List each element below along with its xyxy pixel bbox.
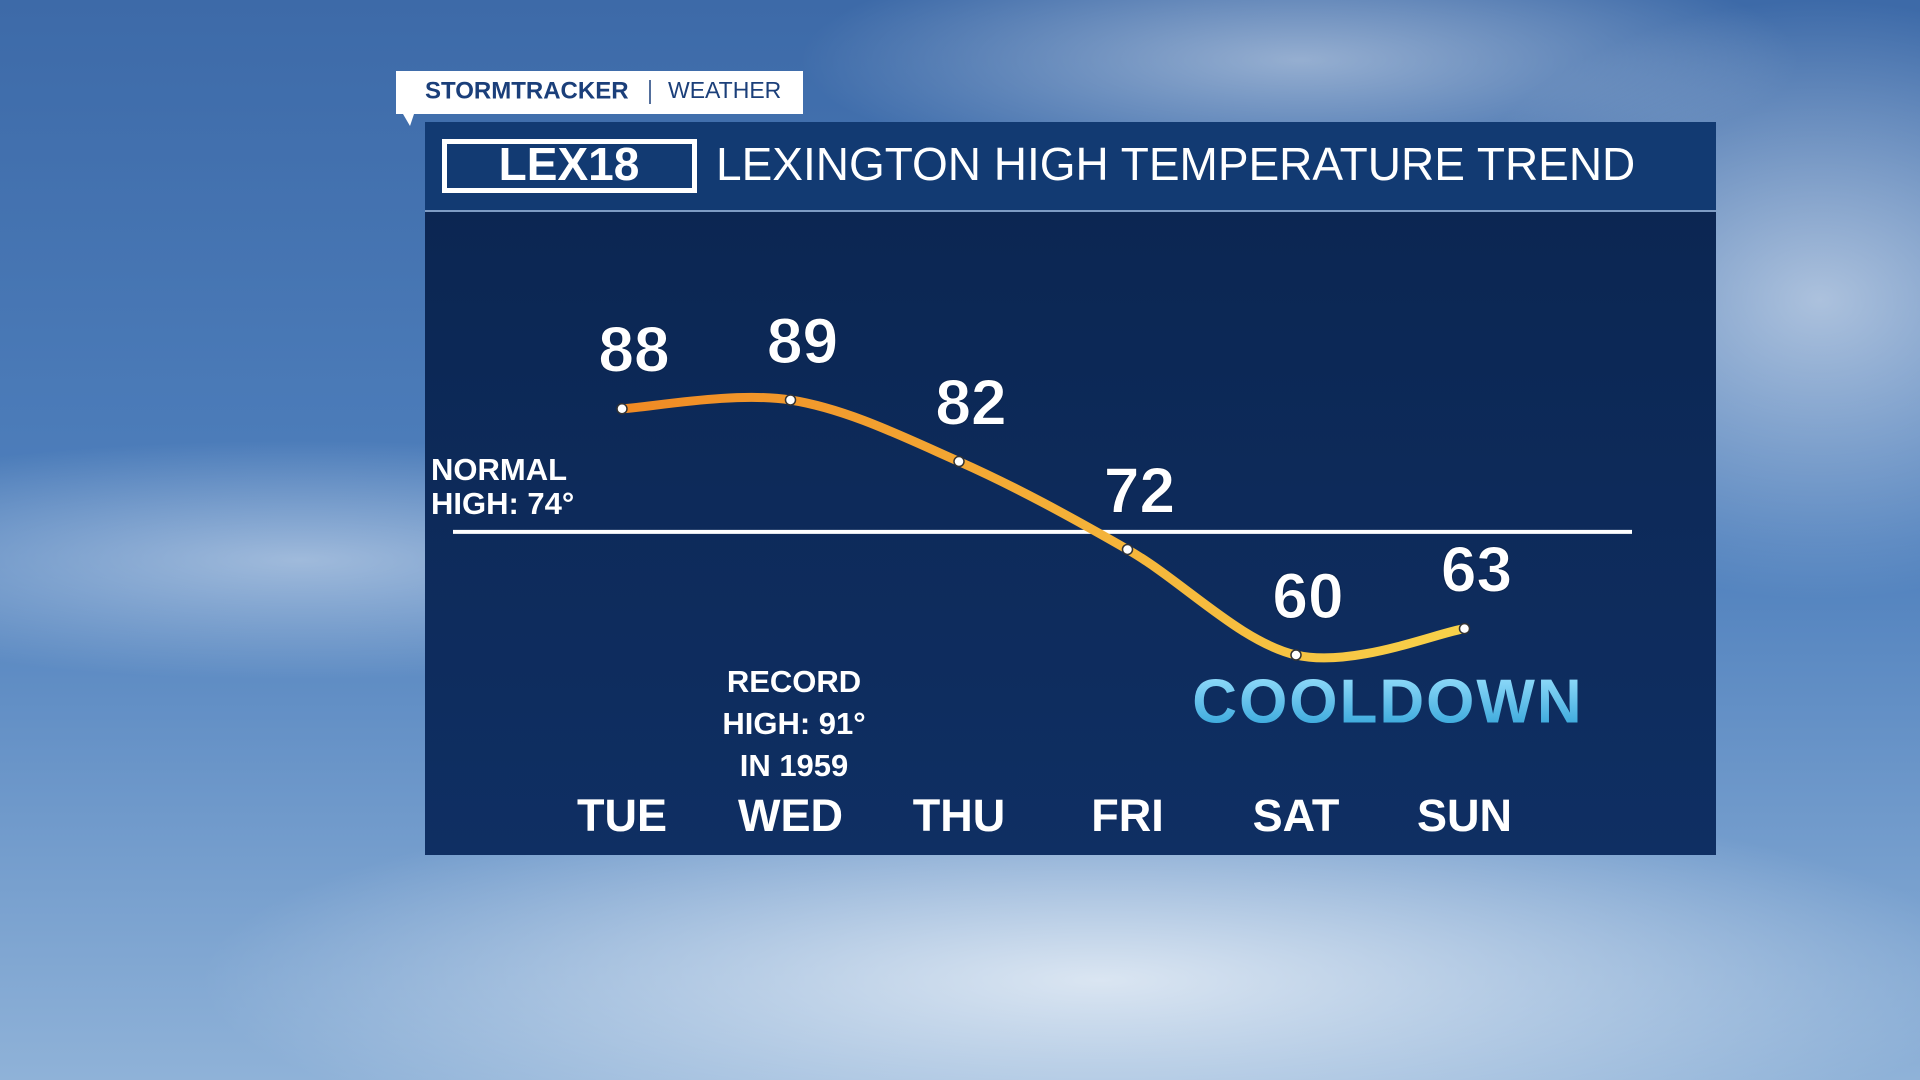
x-tick-label: TUE [577, 790, 667, 841]
value-label: 72 [1104, 454, 1175, 526]
record-high-note: IN 1959 [740, 748, 849, 783]
x-tick-label: WED [738, 790, 843, 841]
chart-title: LEXINGTON HIGH TEMPERATURE TREND [716, 138, 1635, 190]
logo: LEX18 [499, 138, 640, 190]
temperature-line [617, 392, 1469, 663]
value-label: 82 [935, 366, 1006, 438]
point [1121, 543, 1134, 556]
x-tick-label: THU [913, 790, 1005, 841]
x-tick-label: FRI [1091, 790, 1164, 841]
value-label: 63 [1441, 534, 1512, 606]
brand-stormtracker: STORMTRACKER [425, 77, 629, 104]
value-label: 60 [1272, 560, 1343, 632]
point [953, 455, 965, 468]
normal-high-label: HIGH: 74° [431, 486, 574, 521]
value-label: 88 [598, 314, 669, 386]
point [1290, 649, 1302, 661]
point [616, 403, 628, 415]
record-high-note: HIGH: 91° [722, 706, 865, 741]
x-tick-label: SUN [1417, 790, 1512, 841]
value-label: 89 [767, 305, 838, 377]
logo-inner [447, 144, 692, 188]
panel [425, 122, 1716, 855]
x-tick-label: SAT [1253, 790, 1340, 841]
cooldown-banner: COOLDOWN [1192, 667, 1583, 736]
record-high-note: RECORD [727, 664, 861, 699]
brand-tab [396, 71, 803, 126]
point [784, 394, 797, 406]
brand-weather: WEATHER [668, 77, 781, 103]
normal-high-label: NORMAL [431, 452, 567, 487]
point [1458, 622, 1471, 635]
